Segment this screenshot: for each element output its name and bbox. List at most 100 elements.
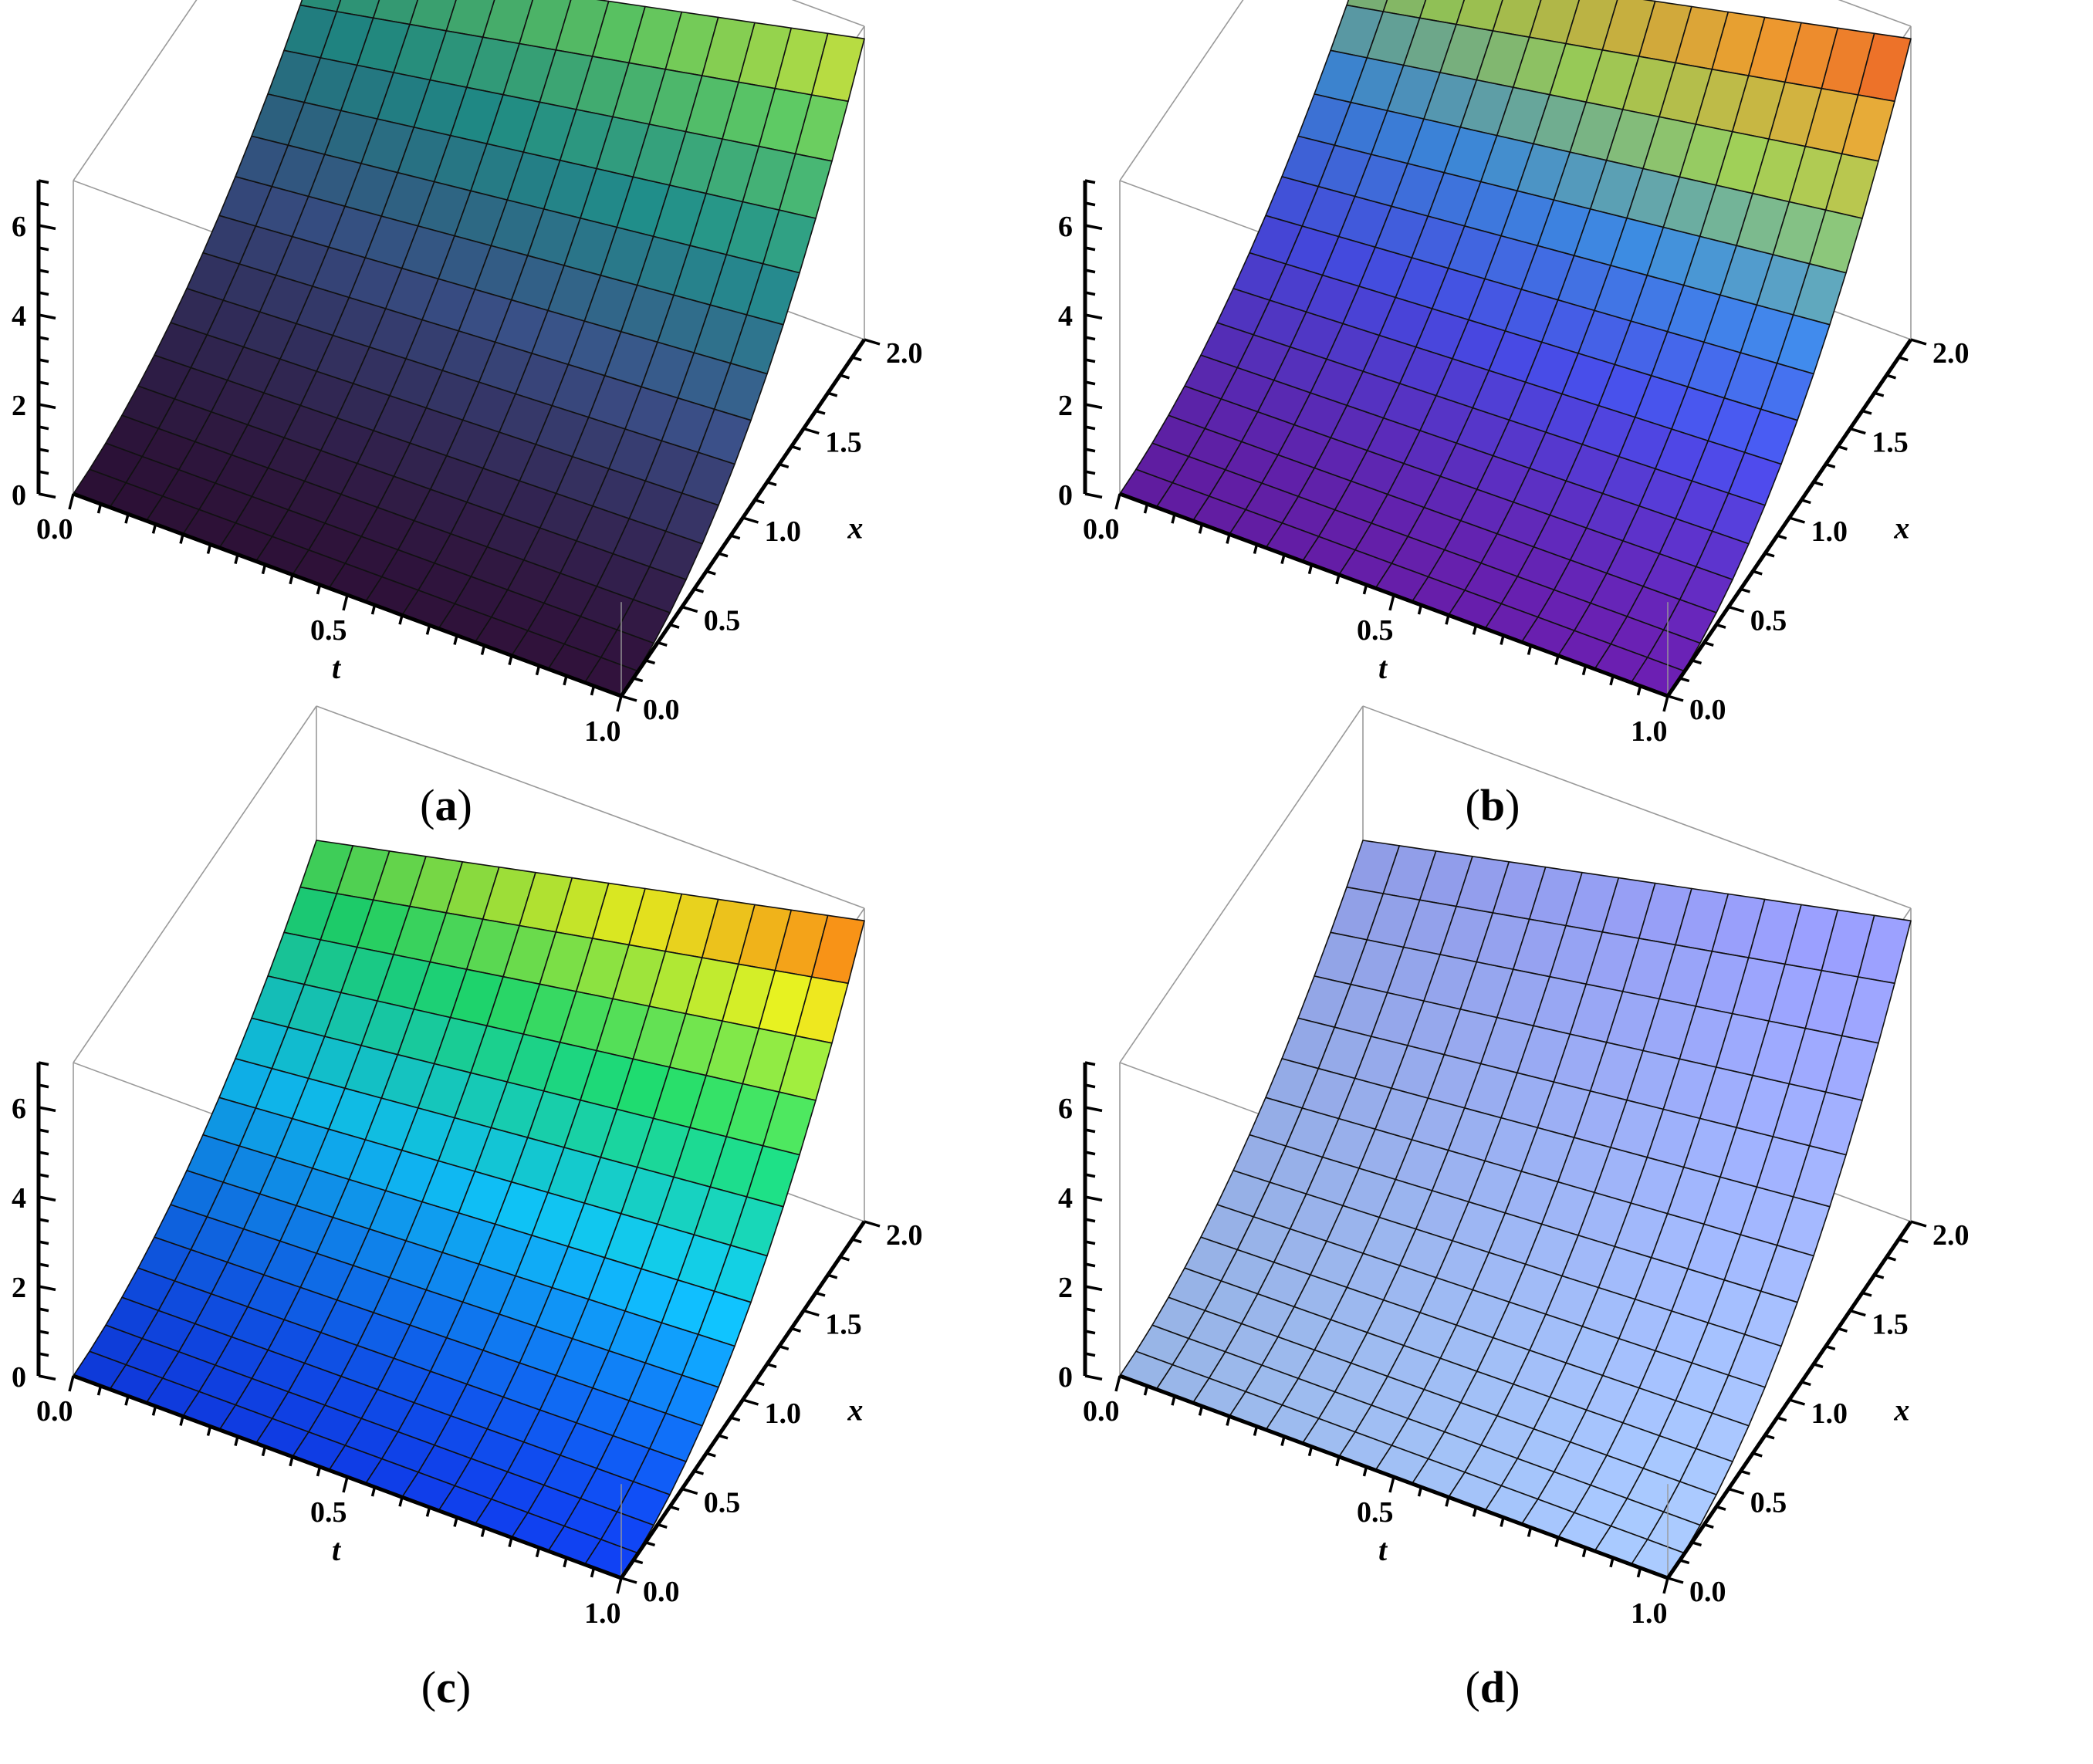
box-edge [1119, 0, 1244, 181]
t-tick [289, 1456, 294, 1467]
t-tick-label: 0.5 [310, 614, 347, 647]
t-tick [1527, 645, 1533, 655]
t-tick [480, 1527, 486, 1537]
t-axis-title: t [1378, 651, 1388, 685]
t-tick [261, 564, 267, 575]
z-tick-label: 6 [1058, 211, 1073, 243]
z-tick [38, 1128, 49, 1134]
t-tick [342, 1476, 349, 1493]
x-tick [1716, 623, 1726, 629]
z-tick [38, 1061, 49, 1066]
x-tick [1849, 427, 1866, 435]
t-tick [1554, 1537, 1560, 1548]
t-tick [453, 1516, 458, 1527]
panel-c: 0.0 0.5 1.0 0.0 0.5 1.0 1.5 2.0 0 2 4 6 t x (c) [0, 705, 1046, 1764]
z-tick-label: 4 [12, 1182, 26, 1215]
z-tick [1084, 1061, 1096, 1066]
z-tick [38, 425, 49, 431]
x-tick [1898, 1238, 1909, 1244]
x-tick [754, 498, 765, 505]
t-tick [1114, 1375, 1121, 1392]
t-tick [234, 1436, 239, 1447]
tick-labels: 0.0 0.5 1.0 0.0 0.5 1.0 1.5 2.0 0 2 4 6 t x [12, 211, 923, 748]
t-tick [1335, 574, 1341, 585]
x-tick [1691, 659, 1702, 665]
t-tick [1417, 1486, 1423, 1497]
x-tick [1898, 356, 1909, 362]
t-tick [179, 533, 184, 544]
t-tick [1280, 1436, 1286, 1447]
t-tick [425, 624, 431, 635]
axes [1083, 179, 1927, 712]
t-tick [151, 523, 157, 534]
x-tick [669, 1505, 680, 1511]
t-tick [1527, 1527, 1533, 1537]
t-tick [425, 1506, 431, 1517]
x-tick [1801, 498, 1811, 505]
t-axis-title: t [332, 1533, 342, 1567]
x-tick [1788, 516, 1806, 524]
x-tick [815, 1291, 826, 1297]
z-tick-label: 0 [1058, 1361, 1073, 1394]
t-tick [1307, 1446, 1314, 1457]
x-tick [742, 516, 759, 524]
x-tick [705, 1451, 716, 1458]
t-tick-label: 1.0 [1631, 1597, 1668, 1630]
z-tick [1084, 448, 1096, 453]
z-tick [38, 1262, 49, 1268]
t-tick [1280, 554, 1286, 565]
x-tick [681, 1487, 698, 1495]
box-edge [73, 705, 317, 1063]
x-tick [1703, 641, 1714, 647]
x-tick [827, 391, 838, 397]
t-tick [234, 554, 239, 565]
surface-mesh [73, 840, 865, 1579]
z-tick [38, 1173, 49, 1178]
t-tick [1226, 533, 1231, 544]
t-tick [508, 1537, 513, 1548]
x-tick [1801, 1380, 1811, 1387]
x-tick-label: 0.5 [704, 1487, 741, 1519]
z-tick [1084, 1151, 1096, 1156]
t-tick [563, 675, 568, 686]
z-tick [1084, 179, 1096, 184]
x-tick [839, 373, 850, 380]
t-tick [508, 655, 513, 666]
x-tick [620, 1576, 637, 1584]
z-tick [38, 1307, 49, 1313]
x-tick-label: 1.0 [765, 515, 802, 548]
t-tick-label: 0.0 [36, 513, 73, 546]
t-tick [590, 685, 596, 696]
z-tick-label: 4 [1058, 1182, 1073, 1215]
t-tick [563, 1557, 568, 1568]
t-tick [1198, 523, 1204, 534]
t-tick [1636, 685, 1642, 696]
caption-c-letter: c [436, 1662, 456, 1712]
z-tick [38, 492, 56, 499]
t-tick [1307, 564, 1314, 575]
t-tick [151, 1405, 157, 1416]
t-tick [1581, 665, 1588, 676]
t-axis-title: t [1378, 1533, 1388, 1567]
x-tick-label: 1.0 [765, 1397, 802, 1430]
t-tick [1636, 1567, 1642, 1578]
caption-b-letter: b [1479, 780, 1506, 830]
x-tick-label: 1.5 [1872, 427, 1909, 459]
box-edge [1119, 705, 1364, 1063]
z-tick [1084, 1262, 1096, 1268]
z-tick [1084, 336, 1096, 341]
x-tick-label: 2.0 [886, 337, 923, 370]
x-tick [803, 1309, 820, 1317]
z-tick [38, 1106, 56, 1113]
x-tick [779, 1345, 790, 1350]
t-tick [616, 695, 623, 712]
x-tick-label: 1.5 [825, 427, 862, 459]
t-tick [398, 614, 404, 625]
t-tick [480, 645, 486, 655]
t-tick-label: 0.5 [1357, 1496, 1394, 1529]
z-tick-label: 2 [1058, 1272, 1073, 1304]
t-tick [1143, 1385, 1149, 1396]
surface-plot-d: 0.0 0.5 1.0 0.0 0.5 1.0 1.5 2.0 0 2 4 6 t x [1058, 705, 1970, 1630]
z-tick [38, 380, 49, 386]
x-tick [1679, 677, 1690, 683]
